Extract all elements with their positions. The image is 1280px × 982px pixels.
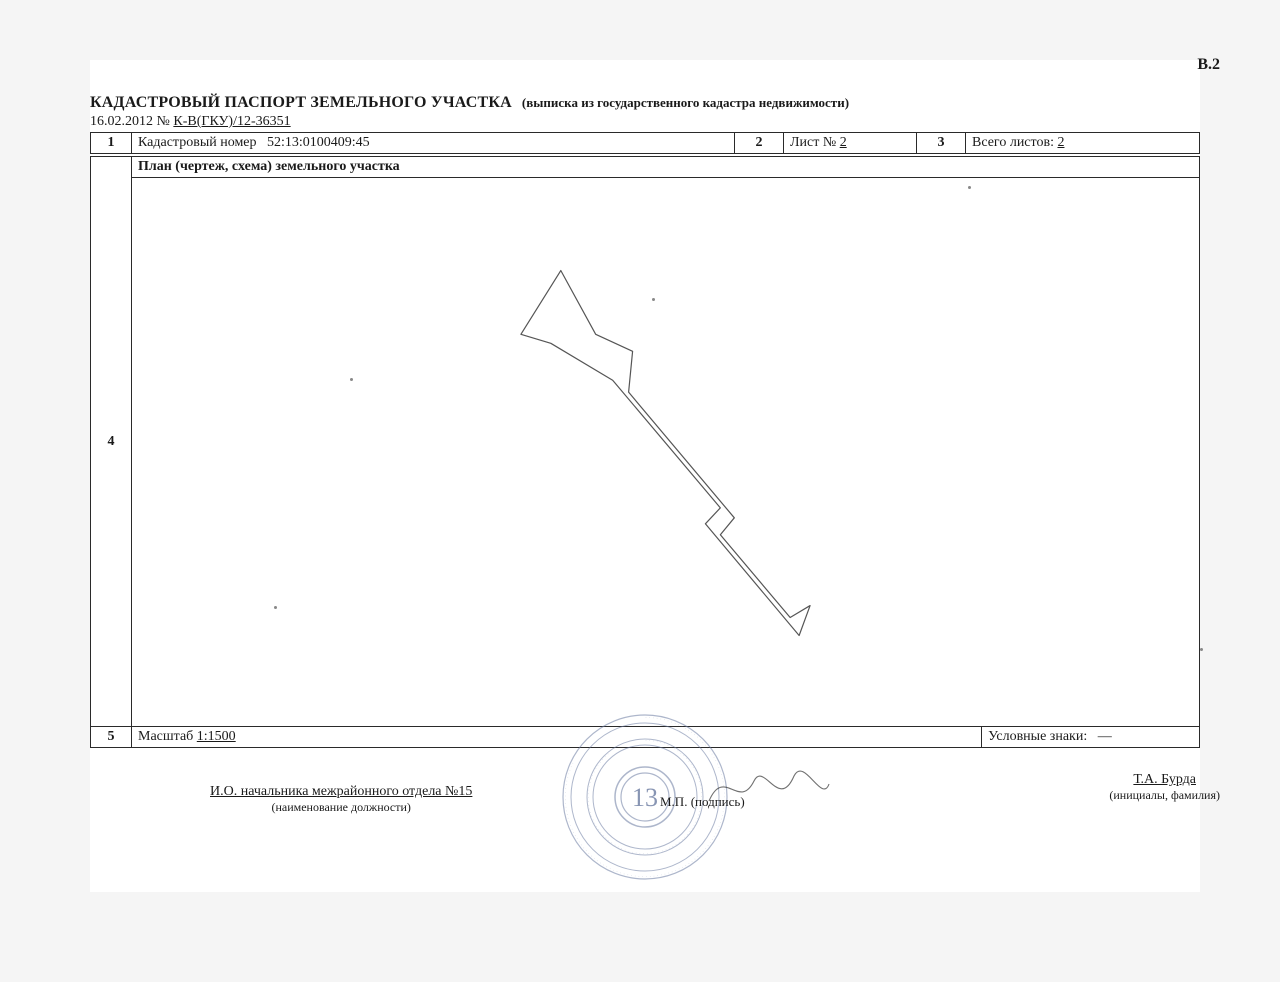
cadastral-value: 52:13:0100409:45 — [267, 135, 370, 150]
cell-3-num: 3 — [917, 133, 966, 154]
total-label: Всего листов: — [972, 135, 1057, 150]
signature-left: И.О. начальника межрайонного отдела №15 … — [210, 784, 472, 815]
cadastral-label: Кадастровый номер — [138, 135, 257, 150]
cell-legend: Условные знаки: — — [982, 727, 1200, 748]
document-page: В.2 КАДАСТРОВЫЙ ПАСПОРТ ЗЕМЕЛЬНОГО УЧАСТ… — [90, 60, 1200, 892]
title-row: КАДАСТРОВЫЙ ПАСПОРТ ЗЕМЕЛЬНОГО УЧАСТКА (… — [90, 60, 1200, 112]
sheet-label: Лист № — [790, 135, 840, 150]
cell-scale: Масштаб 1:1500 — [132, 727, 982, 748]
plot-drawing — [132, 178, 1199, 726]
date: 16.02.2012 — [90, 114, 153, 129]
speck — [968, 186, 971, 189]
sheet-value: 2 — [840, 135, 847, 150]
cell-2-num: 2 — [735, 133, 784, 154]
total-value: 2 — [1057, 135, 1064, 150]
mp-label: М.П. (подпись) — [660, 794, 745, 810]
stamp-number: 13 — [632, 783, 658, 812]
plan-title: План (чертеж, схема) земельного участка — [132, 157, 1200, 178]
signature-right: Т.А. Бурда (инициалы, фамилия) — [1109, 772, 1220, 803]
header-table: 1 Кадастровый номер 52:13:0100409:45 2 Л… — [90, 132, 1200, 154]
speck — [350, 378, 353, 381]
cell-4-num: 4 — [91, 157, 132, 727]
footer: 13 · · · · · · · · · · · · · · · · · · ·… — [90, 772, 1200, 892]
speck — [1200, 648, 1203, 651]
doc-no: К-В(ГКУ)/12-36351 — [173, 114, 290, 129]
cell-total: Всего листов: 2 — [966, 133, 1200, 154]
form-code: В.2 — [1197, 56, 1220, 74]
speck — [652, 298, 655, 301]
cell-5-num: 5 — [91, 727, 132, 748]
speck — [274, 606, 277, 609]
legend-value: — — [1098, 729, 1112, 744]
plan-title-row: 4 План (чертеж, схема) земельного участк… — [91, 157, 1200, 178]
cell-1-num: 1 — [91, 133, 132, 154]
row-5: 5 Масштаб 1:1500 Условные знаки: — — [91, 727, 1200, 748]
legend-label: Условные знаки: — [988, 729, 1087, 744]
title-main: КАДАСТРОВЫЙ ПАСПОРТ ЗЕМЕЛЬНОГО УЧАСТКА — [90, 94, 512, 112]
scale-label: Масштаб — [138, 729, 197, 744]
scale-value: 1:1500 — [197, 729, 236, 744]
cell-sheet: Лист № 2 — [784, 133, 917, 154]
signer-caption: (инициалы, фамилия) — [1109, 788, 1220, 803]
plan-body-row — [91, 178, 1200, 727]
plan-area — [132, 178, 1199, 726]
title-sub: (выписка из государственного кадастра не… — [522, 95, 849, 111]
doc-no-prefix: № — [157, 114, 174, 129]
role: И.О. начальника межрайонного отдела №15 — [210, 784, 472, 800]
plan-table: 4 План (чертеж, схема) земельного участк… — [90, 156, 1200, 748]
cell-cadastral: Кадастровый номер 52:13:0100409:45 — [132, 133, 735, 154]
signer-name: Т.А. Бурда — [1109, 772, 1220, 788]
role-caption: (наименование должности) — [210, 800, 472, 815]
date-doc-row: 16.02.2012 № К-В(ГКУ)/12-36351 — [90, 114, 1200, 130]
plot-outline — [521, 271, 810, 636]
row-1: 1 Кадастровый номер 52:13:0100409:45 2 Л… — [91, 133, 1200, 154]
